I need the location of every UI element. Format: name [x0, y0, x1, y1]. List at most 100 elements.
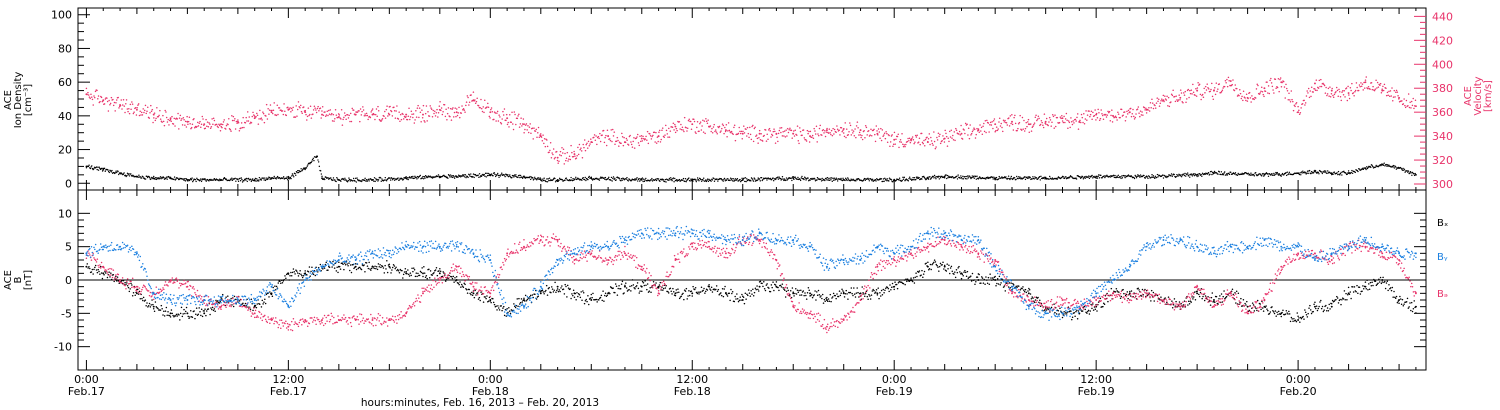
- sample-point: [375, 178, 377, 180]
- sample-point: [307, 164, 309, 166]
- sample-point: [1167, 104, 1169, 107]
- sample-point: [1193, 174, 1196, 177]
- sample-point: [97, 169, 100, 171]
- sample-point: [483, 173, 485, 176]
- sample-point: [666, 133, 669, 135]
- sample-point: [612, 177, 614, 180]
- sample-point: [1112, 115, 1115, 118]
- sample-point: [888, 180, 890, 182]
- sample-point: [452, 275, 455, 278]
- sample-point: [800, 294, 803, 296]
- sample-point: [513, 303, 515, 305]
- sample-point: [896, 135, 899, 138]
- sample-point: [1071, 176, 1073, 178]
- sample-point: [947, 137, 949, 139]
- sample-point: [1383, 83, 1386, 86]
- sample-point: [261, 299, 264, 302]
- sample-point: [792, 130, 795, 132]
- bfield-tick-label: 0: [65, 274, 72, 287]
- sample-point: [657, 287, 660, 289]
- sample-point: [1254, 97, 1257, 99]
- sample-point: [1225, 174, 1227, 176]
- sample-point: [565, 285, 567, 288]
- sample-point: [625, 282, 627, 284]
- sample-point: [440, 109, 442, 112]
- sample-point: [1241, 95, 1243, 98]
- sample-point: [911, 179, 914, 181]
- data-point: [792, 292, 795, 295]
- sample-point: [644, 179, 646, 181]
- sample-point: [1317, 171, 1319, 174]
- sample-point: [101, 170, 104, 172]
- sample-point: [1249, 174, 1252, 176]
- sample-point: [101, 277, 104, 280]
- data-point: [640, 137, 643, 140]
- data-point: [1330, 305, 1333, 308]
- sample-point: [404, 267, 407, 270]
- sample-point: [1233, 89, 1236, 92]
- sample-point: [277, 113, 279, 116]
- sample-point: [223, 119, 225, 121]
- sample-point: [284, 275, 286, 277]
- data-point: [1313, 305, 1316, 308]
- sample-point: [780, 286, 783, 288]
- sample-point: [338, 261, 340, 264]
- sample-point: [1346, 173, 1348, 175]
- sample-point: [1243, 173, 1245, 175]
- sample-point: [766, 179, 768, 181]
- sample-point: [148, 302, 151, 305]
- sample-point: [618, 141, 621, 143]
- sample-point: [1062, 121, 1065, 124]
- sample-point: [802, 290, 805, 292]
- sample-point: [132, 291, 135, 294]
- sample-point: [411, 177, 413, 179]
- sample-point: [827, 132, 830, 134]
- sample-point: [366, 114, 369, 117]
- sample-point: [1319, 85, 1321, 88]
- sample-point: [181, 118, 183, 120]
- sample-point: [743, 177, 745, 179]
- sample-point: [520, 298, 523, 300]
- sample-point: [782, 287, 784, 289]
- sample-point: [1097, 108, 1099, 111]
- sample-point: [821, 177, 823, 180]
- sample-point: [343, 112, 346, 114]
- sample-point: [929, 143, 931, 146]
- sample-point: [943, 141, 946, 143]
- sample-point: [1287, 173, 1290, 175]
- sample-point: [925, 178, 928, 180]
- sample-point: [662, 289, 664, 291]
- sample-point: [554, 177, 556, 180]
- sample-point: [231, 177, 233, 179]
- sample-point: [1010, 175, 1013, 178]
- sample-point: [317, 271, 319, 273]
- sample-point: [495, 305, 497, 307]
- sample-point: [1330, 172, 1332, 175]
- sample-point: [1212, 173, 1214, 175]
- sample-point: [585, 143, 587, 146]
- sample-point: [395, 110, 397, 112]
- sample-point: [804, 292, 806, 294]
- sample-point: [115, 275, 117, 278]
- sample-point: [1286, 171, 1289, 173]
- sample-point: [231, 304, 233, 306]
- sample-point: [306, 165, 308, 167]
- sample-point: [652, 281, 655, 283]
- sample-point: [649, 287, 651, 289]
- sample-point: [696, 121, 699, 123]
- sample-point: [294, 172, 296, 175]
- sample-point: [291, 173, 294, 175]
- sample-point: [934, 176, 936, 178]
- sample-point: [1349, 86, 1352, 89]
- sample-point: [407, 115, 410, 117]
- sample-point: [1324, 171, 1326, 174]
- sample-point: [419, 111, 422, 114]
- sample-point: [247, 306, 249, 308]
- sample-point: [703, 287, 705, 290]
- sample-point: [977, 128, 980, 130]
- sample-point: [635, 285, 638, 287]
- sample-point: [604, 136, 606, 139]
- sample-point: [494, 173, 496, 176]
- sample-point: [309, 105, 312, 108]
- sample-point: [359, 108, 362, 110]
